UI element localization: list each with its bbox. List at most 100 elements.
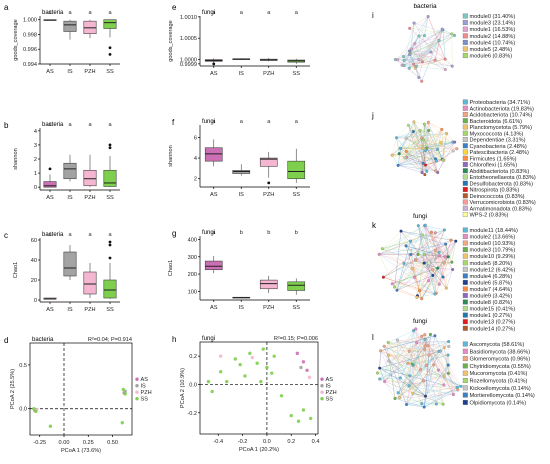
x-tick-label: IS bbox=[67, 195, 73, 201]
network-edge bbox=[412, 354, 449, 365]
legend-label: Ascomycota (58.61%) bbox=[470, 342, 525, 348]
legend-swatch bbox=[462, 20, 468, 26]
network-node bbox=[459, 384, 463, 388]
network-edge bbox=[406, 156, 424, 164]
x-tick-label: AS bbox=[210, 305, 218, 311]
network-node bbox=[395, 338, 399, 342]
boxplot-panel-f: f fungi 2 4 6 shannon a AS a IS a PZH a SS bbox=[168, 118, 310, 198]
network-edge bbox=[424, 225, 453, 270]
network-node bbox=[423, 344, 427, 348]
network-node bbox=[422, 252, 426, 256]
network-node bbox=[439, 141, 443, 145]
network-edge bbox=[396, 254, 411, 291]
network-node bbox=[423, 337, 427, 341]
box-PZH bbox=[259, 157, 278, 167]
network-node bbox=[411, 391, 415, 395]
data-point-SS bbox=[289, 413, 293, 418]
panel-label: l bbox=[372, 333, 374, 342]
network-node bbox=[422, 379, 426, 383]
y-tick-label: 0.994 bbox=[23, 62, 37, 68]
network-node bbox=[449, 238, 453, 242]
network-edge bbox=[416, 256, 446, 298]
network-node bbox=[441, 158, 445, 162]
network-edge bbox=[422, 234, 429, 267]
network-node bbox=[404, 244, 408, 248]
network-node bbox=[420, 297, 424, 301]
x-tick-label: IS bbox=[67, 307, 73, 313]
network-edge bbox=[388, 360, 426, 397]
legend-swatch bbox=[462, 53, 468, 59]
significance-letter: b bbox=[267, 230, 270, 236]
data-point-SS bbox=[233, 357, 237, 361]
panel-title: bacteria bbox=[32, 337, 54, 343]
network-edge bbox=[405, 137, 428, 149]
network-edge bbox=[403, 56, 414, 65]
x-tick-label: 0.0 bbox=[263, 439, 271, 445]
x-tick-label: PZH bbox=[263, 305, 274, 311]
network-node bbox=[420, 171, 424, 175]
x-tick-label: PZH bbox=[263, 192, 274, 198]
x-tick-label: IS bbox=[67, 69, 73, 75]
network-edge bbox=[397, 340, 400, 398]
box-IS bbox=[63, 20, 77, 32]
network-edge bbox=[392, 259, 416, 284]
legend-label: Cyanobacteria (2.48%) bbox=[470, 144, 527, 150]
legend-label: module6 (0.83%) bbox=[470, 54, 513, 60]
legend-label: module2 (13.66%) bbox=[470, 235, 516, 241]
y-axis-label: shannon bbox=[13, 148, 19, 169]
network-edge bbox=[413, 131, 437, 162]
network-edge bbox=[382, 248, 415, 278]
network-node bbox=[413, 275, 417, 279]
network-edge bbox=[394, 351, 440, 399]
network-node bbox=[434, 402, 438, 406]
network-edge bbox=[401, 35, 425, 66]
network-edge bbox=[383, 277, 420, 291]
data-point-AS bbox=[305, 368, 309, 373]
pcoa-panel-h: h fungi R²=0.15; P=0.006 -0.4 -0.2 0.0 0.2 0.4 -… bbox=[172, 335, 337, 453]
outlier-point bbox=[108, 146, 112, 150]
x-tick-label: IS bbox=[239, 71, 245, 77]
network-edge bbox=[416, 334, 425, 343]
network-edge bbox=[401, 51, 432, 66]
legend-label: Chloroflexi (1.65%) bbox=[470, 163, 518, 169]
legend-swatch bbox=[462, 143, 468, 149]
network-node bbox=[434, 159, 438, 163]
network-edge bbox=[422, 29, 443, 62]
network-node bbox=[402, 58, 406, 62]
significance-letter: b bbox=[240, 230, 243, 236]
network-node bbox=[416, 252, 420, 256]
network-edge bbox=[424, 334, 449, 347]
network-edge bbox=[419, 130, 455, 143]
network-edge bbox=[379, 254, 395, 288]
legend-swatch bbox=[462, 26, 468, 32]
legend-swatch bbox=[462, 227, 468, 233]
network-edge bbox=[384, 346, 462, 387]
network-edge bbox=[410, 254, 420, 291]
legend-label: Entotheonellaeota (0.83%) bbox=[470, 175, 536, 181]
network-edge bbox=[408, 125, 425, 175]
network-edge bbox=[409, 28, 452, 35]
network-edge bbox=[396, 241, 411, 291]
network-edge bbox=[445, 244, 452, 263]
network-edge bbox=[423, 364, 434, 408]
network-node bbox=[396, 391, 400, 395]
network-node bbox=[420, 402, 424, 406]
network-node bbox=[444, 242, 448, 246]
y-tick-label: 0.998 bbox=[23, 32, 37, 38]
network-edge bbox=[416, 276, 444, 298]
data-point-AS bbox=[301, 360, 306, 364]
network-edge bbox=[445, 244, 447, 289]
network-edge bbox=[403, 263, 415, 278]
outlier-point bbox=[108, 143, 112, 147]
significance-letter: a bbox=[295, 10, 299, 16]
network-edge bbox=[415, 59, 446, 69]
y-axis-label: PCoA 2 (10.9%) bbox=[180, 368, 186, 408]
y-tick-label: 3 bbox=[34, 143, 37, 149]
network-edge bbox=[384, 346, 410, 376]
y-axis-label: Chao1 bbox=[13, 262, 19, 278]
legend-label: AS bbox=[141, 377, 149, 383]
legend-label: Chytridiomycota (0.55%) bbox=[470, 364, 531, 370]
legend-swatch bbox=[462, 99, 468, 105]
network-node bbox=[409, 239, 413, 243]
